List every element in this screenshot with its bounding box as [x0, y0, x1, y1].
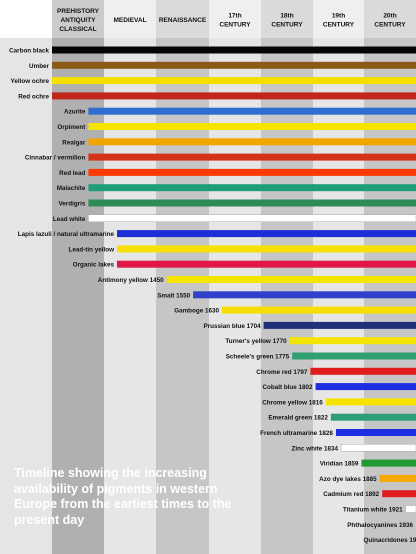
- pigment-label: Umber: [29, 63, 49, 70]
- pigment-label: Cadmium red 1892: [323, 491, 379, 498]
- pigment-label: Emerald green 1822: [268, 415, 328, 422]
- pigment-label: Orpiment: [57, 124, 86, 131]
- pigment-bar: [88, 199, 416, 207]
- era-header: 18th CENTURY: [271, 13, 303, 29]
- pigment-label: Azurite: [64, 109, 86, 116]
- pigment-label: Verdigris: [58, 201, 85, 208]
- pigment-label: Smalt 1550: [157, 292, 190, 299]
- pigment-bar: [193, 291, 416, 299]
- era-header: PREHISTORY ANTIQUITY CLASSICAL: [57, 8, 100, 33]
- pigment-bar: [382, 490, 416, 498]
- era-header: MEDIEVAL: [113, 17, 146, 24]
- pigment-bar: [405, 505, 416, 513]
- pigment-label: Lapis lazuli / natural ultramarine: [18, 231, 115, 238]
- pigment-bar: [117, 260, 416, 268]
- pigment-bar: [88, 123, 416, 130]
- pigment-bar: [335, 429, 416, 436]
- pigment-bar: [263, 321, 416, 329]
- pigment-label: Phthalocyanines 1936: [347, 522, 413, 529]
- pigment-label: Chrome yellow 1816: [262, 399, 323, 406]
- era-header: 19th CENTURY: [323, 13, 355, 29]
- pigment-label: Zinc white 1834: [292, 445, 339, 452]
- pigment-bar: [222, 306, 416, 314]
- pigment-bar: [361, 459, 416, 467]
- pigment-bar: [88, 138, 416, 146]
- pigment-label: Scheele's green 1775: [226, 354, 290, 361]
- pigment-bar: [117, 230, 416, 238]
- pigment-bar: [88, 184, 416, 192]
- pigment-bar: [330, 413, 416, 421]
- pigment-bar: [52, 92, 416, 100]
- pigment-bar: [52, 61, 416, 69]
- pigment-label: Lead-tin yellow: [69, 246, 115, 253]
- pigment-bar: [289, 337, 416, 345]
- era-header: 17th CENTURY: [219, 13, 251, 29]
- pigment-label: Organic lakes: [73, 262, 115, 269]
- pigment-label: Quinacridones 1950: [364, 537, 416, 544]
- pigment-label: Malachite: [57, 185, 86, 192]
- pigment-label: French ultramarine 1828: [260, 430, 333, 437]
- era-header: 20th CENTURY: [374, 13, 406, 29]
- pigment-label: Azo dye lakes 1885: [319, 476, 377, 483]
- pigment-bar: [292, 352, 416, 360]
- pigment-bar: [88, 214, 416, 223]
- pigment-label: Gamboge 1630: [174, 308, 219, 315]
- pigment-label: Titanium white 1921: [343, 507, 403, 514]
- pigment-bar: [88, 107, 416, 115]
- pigment-label: Turner's yellow 1770: [225, 338, 287, 345]
- pigment-bar: [88, 153, 416, 161]
- pigment-bar: [52, 46, 416, 54]
- pigment-label: Red ochre: [18, 93, 49, 100]
- pigment-label: Antimony yellow 1450: [98, 277, 164, 284]
- pigment-label: Yellow ochre: [11, 78, 50, 85]
- pigment-label: Carbon black: [9, 48, 49, 55]
- label-column-background: [0, 0, 52, 554]
- pigment-bar: [310, 367, 416, 375]
- pigment-bar: [117, 245, 416, 253]
- pigment-bar: [88, 168, 416, 176]
- pigment-label: Prussian blue 1704: [204, 323, 262, 330]
- pigment-bar: [52, 77, 416, 85]
- era-column: [52, 0, 104, 554]
- pigment-label: Cobalt blue 1802: [263, 384, 314, 391]
- pigment-label: Lead white: [53, 216, 86, 223]
- pigment-bar: [379, 474, 416, 482]
- header-corner: [0, 0, 52, 38]
- era-header: RENAISSANCE: [159, 17, 207, 24]
- pigment-label: Realgar: [62, 139, 86, 146]
- pigment-label: Red lead: [59, 170, 85, 177]
- chart-title: Timeline showing the increasing availabi…: [14, 466, 232, 527]
- pigment-bar: [166, 276, 416, 283]
- pigment-bar: [340, 444, 416, 452]
- pigment-label: Chrome red 1797: [256, 369, 308, 376]
- pigment-bar: [325, 398, 416, 406]
- era-column: [104, 0, 156, 554]
- pigment-label: Cinnabar / vermilion: [25, 155, 86, 162]
- header-band: [52, 0, 416, 38]
- pigment-bar: [315, 383, 416, 391]
- pigment-label: Viridian 1859: [320, 461, 359, 468]
